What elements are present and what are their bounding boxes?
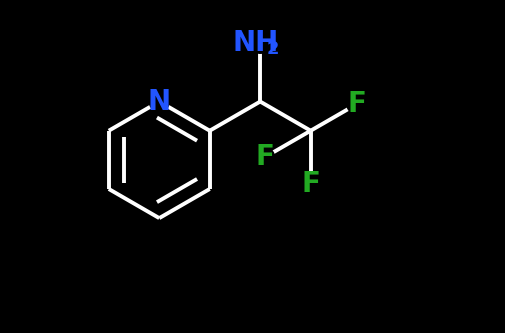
Circle shape [255,147,275,167]
Circle shape [250,33,270,53]
Circle shape [149,92,169,112]
Text: N: N [147,88,171,116]
Text: F: F [347,90,366,118]
Circle shape [300,174,321,194]
Text: NH: NH [233,29,279,57]
Circle shape [347,94,367,114]
Text: F: F [301,170,320,198]
Text: 2: 2 [267,40,279,58]
Text: F: F [255,143,274,171]
